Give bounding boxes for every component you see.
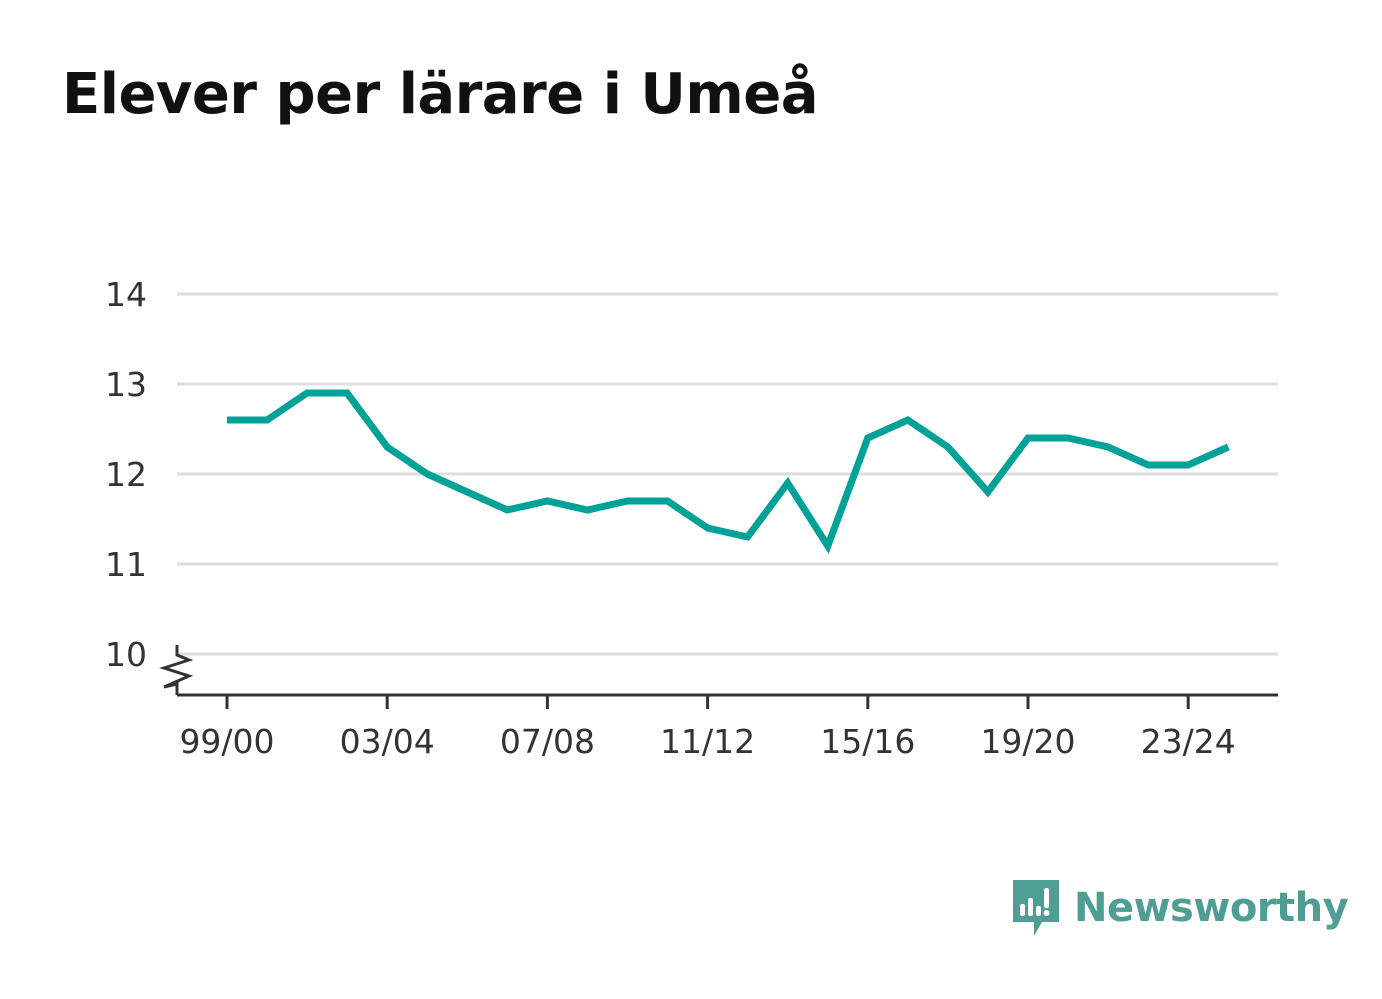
y-tick-label: 10 [105,635,147,674]
x-axis-tick-labels: 99/00 03/04 07/08 11/12 15/16 19/20 23/24 [179,722,1235,761]
gridlines [177,292,1278,656]
x-tick-label: 99/00 [179,722,274,761]
x-tick-label: 19/20 [980,722,1075,761]
x-axis [159,645,1278,709]
x-tick-label: 07/08 [500,722,595,761]
y-tick-label: 12 [105,455,147,494]
y-tick-label: 11 [105,545,147,584]
y-tick-label: 14 [105,275,147,314]
y-axis-tick-labels: 10 11 12 13 14 [105,275,147,674]
y-tick-label: 13 [105,365,147,404]
x-tick-label: 03/04 [340,722,435,761]
chart-title: Elever per lärare i Umeå [62,62,818,127]
series-layer [226,389,1230,554]
x-tick-label: 11/12 [660,722,755,761]
newsworthy-brand: Newsworthy [1010,878,1349,938]
x-tick-label: 23/24 [1141,722,1236,761]
newsworthy-logo-icon [1013,880,1059,936]
y-axis-break [159,645,194,695]
series-line [227,389,1230,554]
brand-name: Newsworthy [1074,885,1349,931]
x-tick-label: 15/16 [820,722,915,761]
